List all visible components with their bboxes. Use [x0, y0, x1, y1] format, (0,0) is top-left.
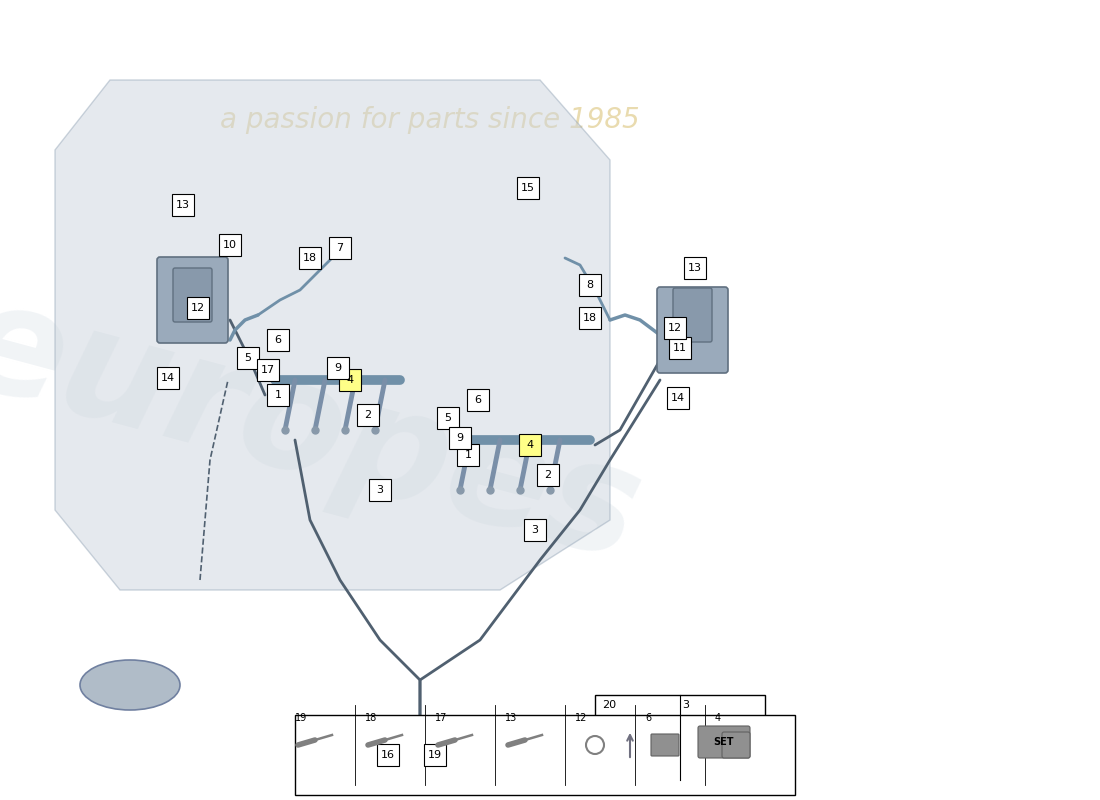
Text: 5: 5 [444, 413, 451, 423]
Text: 19: 19 [295, 713, 307, 723]
FancyBboxPatch shape [722, 732, 750, 758]
FancyBboxPatch shape [327, 357, 349, 379]
Text: 4: 4 [346, 375, 353, 385]
Polygon shape [55, 80, 610, 590]
FancyBboxPatch shape [358, 404, 379, 426]
Text: 2: 2 [544, 470, 551, 480]
Text: 18: 18 [583, 313, 597, 323]
Text: 2: 2 [364, 410, 372, 420]
Text: 9: 9 [456, 433, 463, 443]
FancyBboxPatch shape [329, 237, 351, 259]
FancyBboxPatch shape [468, 389, 490, 411]
Text: 6: 6 [645, 713, 651, 723]
FancyBboxPatch shape [157, 367, 179, 389]
Text: 6: 6 [474, 395, 482, 405]
Text: 18: 18 [365, 713, 377, 723]
FancyBboxPatch shape [519, 434, 541, 456]
FancyBboxPatch shape [673, 288, 712, 342]
Text: 8: 8 [586, 280, 594, 290]
FancyBboxPatch shape [299, 247, 321, 269]
FancyBboxPatch shape [669, 337, 691, 359]
Text: 1: 1 [464, 450, 472, 460]
FancyBboxPatch shape [667, 387, 689, 409]
FancyBboxPatch shape [424, 744, 446, 766]
Text: 6: 6 [275, 335, 282, 345]
Text: 4: 4 [527, 440, 534, 450]
Text: 3: 3 [376, 485, 384, 495]
FancyBboxPatch shape [651, 734, 679, 756]
Text: 13: 13 [505, 713, 517, 723]
Text: 14: 14 [671, 393, 685, 403]
FancyBboxPatch shape [377, 744, 399, 766]
FancyBboxPatch shape [187, 297, 209, 319]
FancyBboxPatch shape [157, 257, 228, 343]
FancyBboxPatch shape [219, 234, 241, 256]
FancyBboxPatch shape [173, 268, 212, 322]
Text: 19: 19 [428, 750, 442, 760]
FancyBboxPatch shape [698, 726, 750, 758]
Text: 16: 16 [381, 750, 395, 760]
FancyBboxPatch shape [524, 519, 546, 541]
Text: 4: 4 [715, 713, 722, 723]
Text: 12: 12 [191, 303, 205, 313]
FancyBboxPatch shape [437, 407, 459, 429]
FancyBboxPatch shape [449, 427, 471, 449]
Text: 3: 3 [531, 525, 539, 535]
Ellipse shape [80, 660, 180, 710]
Bar [295, 715, 795, 795]
Text: 12: 12 [575, 713, 587, 723]
Text: a passion for parts since 1985: a passion for parts since 1985 [220, 106, 640, 134]
Text: 1: 1 [275, 390, 282, 400]
Text: 9: 9 [334, 363, 342, 373]
FancyBboxPatch shape [368, 479, 390, 501]
FancyBboxPatch shape [537, 464, 559, 486]
FancyBboxPatch shape [456, 444, 478, 466]
FancyBboxPatch shape [579, 274, 601, 296]
Text: europes: europes [0, 268, 656, 592]
Text: 13: 13 [176, 200, 190, 210]
FancyBboxPatch shape [236, 347, 258, 369]
FancyBboxPatch shape [339, 369, 361, 391]
Text: 3: 3 [682, 700, 689, 710]
FancyBboxPatch shape [517, 177, 539, 199]
FancyBboxPatch shape [267, 384, 289, 406]
Text: 7: 7 [337, 243, 343, 253]
Text: 18: 18 [302, 253, 317, 263]
Text: 12: 12 [668, 323, 682, 333]
FancyBboxPatch shape [579, 307, 601, 329]
Text: 17: 17 [434, 713, 448, 723]
Text: 10: 10 [223, 240, 236, 250]
Text: 13: 13 [688, 263, 702, 273]
Text: 5: 5 [244, 353, 252, 363]
Text: 17: 17 [261, 365, 275, 375]
Bar [595, 695, 764, 780]
Text: 11: 11 [673, 343, 688, 353]
FancyBboxPatch shape [664, 317, 686, 339]
FancyBboxPatch shape [657, 287, 728, 373]
FancyBboxPatch shape [257, 359, 279, 381]
FancyBboxPatch shape [172, 194, 194, 216]
Text: 14: 14 [161, 373, 175, 383]
FancyBboxPatch shape [408, 730, 432, 750]
Text: 20: 20 [602, 700, 616, 710]
FancyBboxPatch shape [684, 257, 706, 279]
FancyBboxPatch shape [267, 329, 289, 351]
Text: 15: 15 [521, 183, 535, 193]
Text: SET: SET [714, 737, 735, 747]
